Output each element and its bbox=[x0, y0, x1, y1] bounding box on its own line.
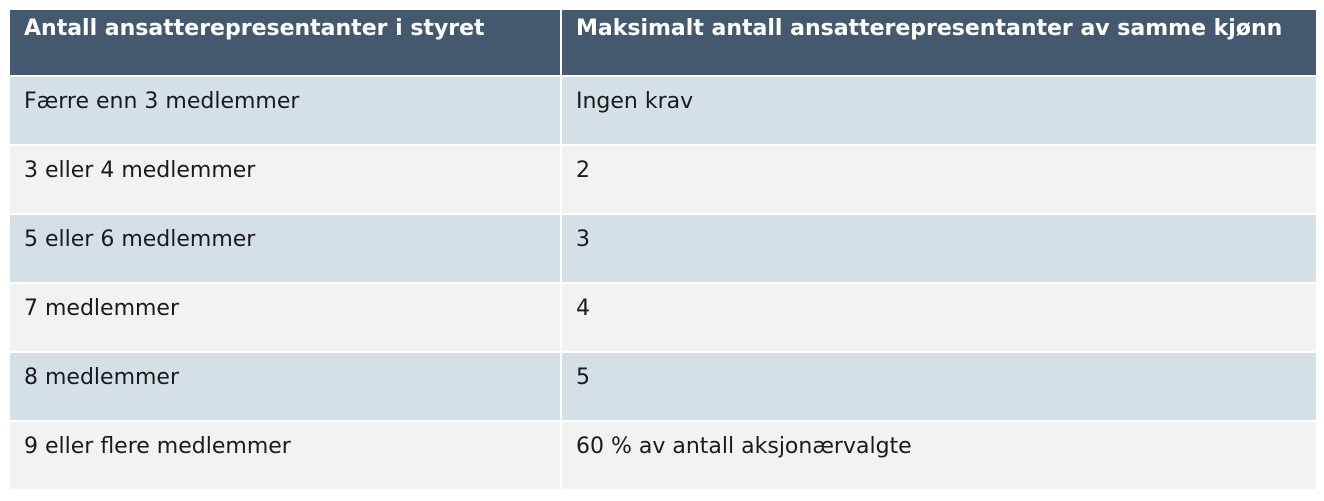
table-cell: 60 % av antall aksjonærvalgte bbox=[560, 420, 1318, 491]
header-cell: Maksimalt antall ansatterepresentanter a… bbox=[560, 8, 1318, 77]
table-cell: 5 eller 6 medlemmer bbox=[8, 213, 562, 284]
table-cell: 2 bbox=[560, 144, 1318, 215]
table-cell: 7 medlemmer bbox=[8, 282, 562, 353]
table-cell: Ingen krav bbox=[560, 75, 1318, 146]
table-cell: 5 bbox=[560, 351, 1318, 422]
table-cell: 4 bbox=[560, 282, 1318, 353]
table-container: Antall ansatterepresentanter i styret Mak… bbox=[8, 8, 1318, 491]
table-row: 5 eller 6 medlemmer 3 bbox=[8, 213, 1318, 284]
header-cell: Antall ansatterepresentanter i styret bbox=[8, 8, 562, 77]
table-cell: 3 eller 4 medlemmer bbox=[8, 144, 562, 215]
table-cell: 8 medlemmer bbox=[8, 351, 562, 422]
table-cell: 9 eller flere medlemmer bbox=[8, 420, 562, 491]
table-row: 9 eller flere medlemmer 60 % av antall ak… bbox=[8, 420, 1318, 491]
table-row: 7 medlemmer 4 bbox=[8, 282, 1318, 353]
header-row: Antall ansatterepresentanter i styret Mak… bbox=[8, 8, 1318, 77]
table-row: Færre enn 3 medlemmer Ingen krav bbox=[8, 75, 1318, 146]
table-row: 3 eller 4 medlemmer 2 bbox=[8, 144, 1318, 215]
table-header: Antall ansatterepresentanter i styret Mak… bbox=[8, 8, 1318, 77]
table-body: Færre enn 3 medlemmer Ingen krav 3 eller 4… bbox=[8, 75, 1318, 491]
table-row: 8 medlemmer 5 bbox=[8, 351, 1318, 422]
table-cell: 3 bbox=[560, 213, 1318, 284]
table: Antall ansatterepresentanter i styret Mak… bbox=[8, 8, 1318, 491]
table-cell: Færre enn 3 medlemmer bbox=[8, 75, 562, 146]
